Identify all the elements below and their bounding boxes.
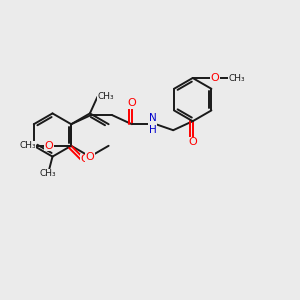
Text: O: O	[44, 141, 53, 151]
Text: CH₃: CH₃	[228, 74, 245, 82]
Text: CH₃: CH₃	[19, 141, 36, 150]
Text: O: O	[211, 73, 220, 83]
Text: CH₃: CH₃	[98, 92, 114, 101]
Text: N
H: N H	[149, 113, 157, 135]
Text: O: O	[128, 98, 136, 108]
Text: O: O	[85, 152, 94, 162]
Text: O: O	[80, 154, 89, 164]
Text: CH₃: CH₃	[40, 169, 56, 178]
Text: O: O	[188, 137, 197, 147]
